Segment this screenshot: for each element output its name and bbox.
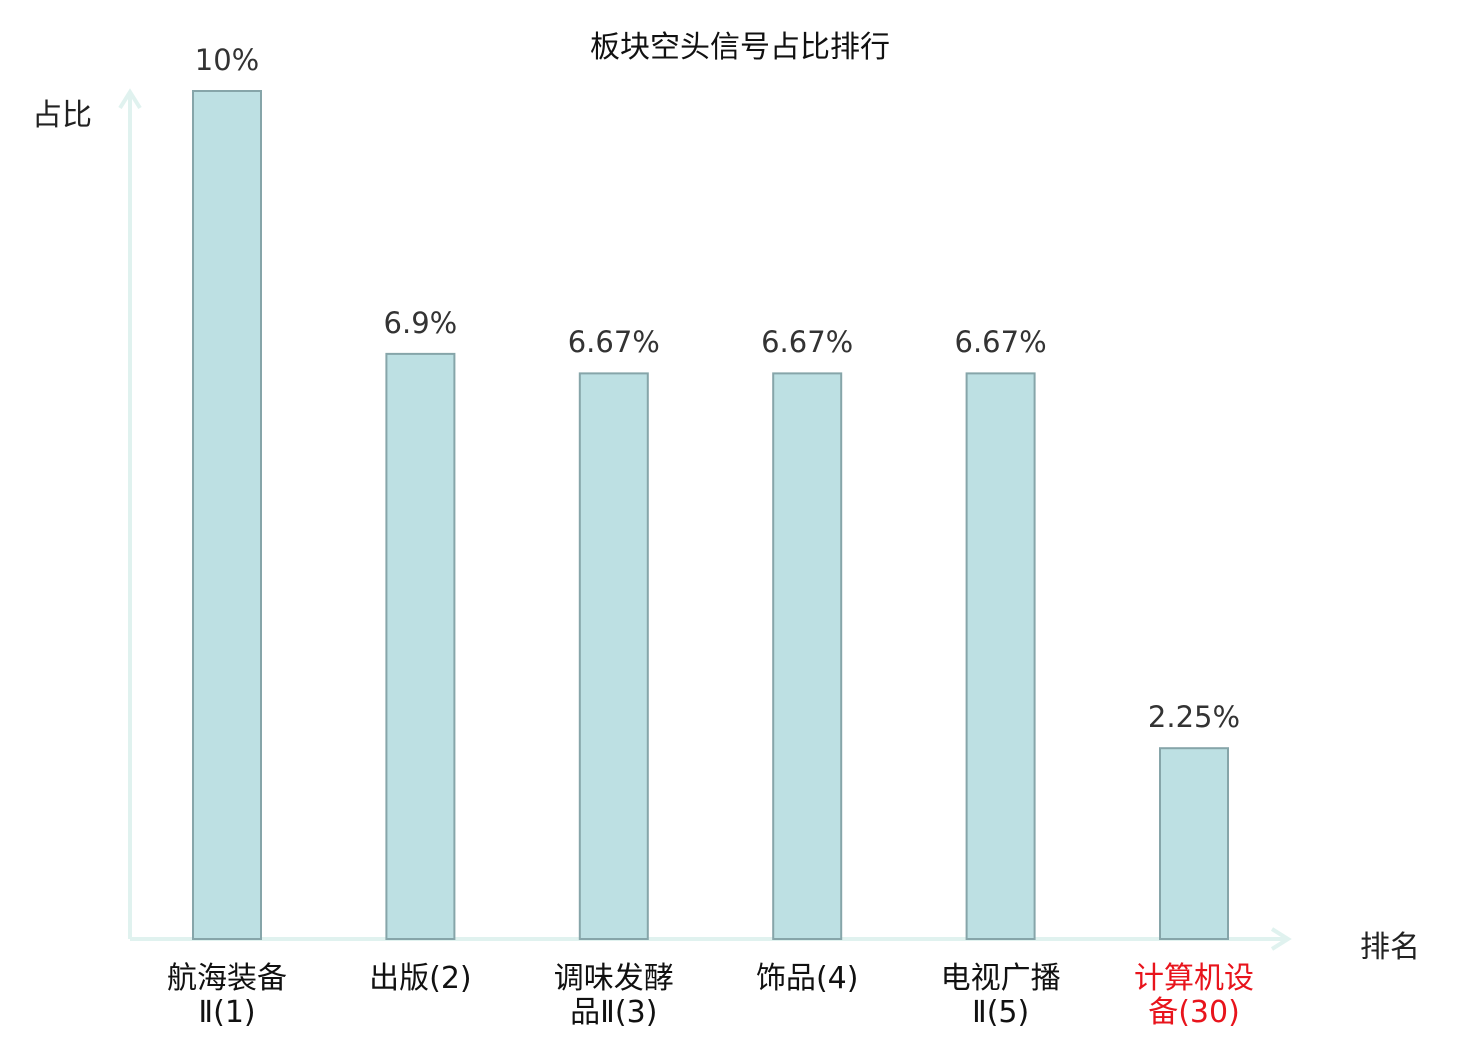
- bar-value-label: 2.25%: [1147, 700, 1241, 735]
- category-name: 调味发酵: [553, 961, 674, 996]
- category-rank: 备(30): [1148, 995, 1240, 1030]
- bar: [772, 372, 843, 941]
- x-tick-label: 航海装备 Ⅱ(1): [137, 962, 317, 1030]
- x-tick-label: 饰品(4): [717, 962, 897, 996]
- category-name: 航海装备: [167, 961, 287, 996]
- x-tick-label: 计算机设 备(30): [1104, 962, 1284, 1030]
- category-rank: Ⅱ(5): [971, 995, 1030, 1030]
- y-axis-arrow: [118, 88, 142, 110]
- category-name: 电视广播: [940, 961, 1061, 996]
- category-rank: (4): [815, 961, 859, 996]
- category-rank: Ⅱ(1): [198, 995, 256, 1030]
- bar-value-label: 6.67%: [761, 325, 854, 360]
- bar: [1159, 747, 1229, 941]
- bar-value-label: 6.9%: [383, 305, 458, 340]
- bar-value-label: 6.67%: [954, 325, 1047, 360]
- y-axis-label: 占比: [32, 98, 92, 133]
- bar-value-label: 6.67%: [567, 325, 660, 360]
- category-name: 计算机设: [1134, 961, 1254, 996]
- category-rank: 品Ⅱ(3): [570, 995, 658, 1030]
- category-rank: (2): [429, 961, 472, 996]
- bar: [385, 352, 456, 940]
- x-tick-label: 调味发酵 品Ⅱ(3): [524, 962, 704, 1030]
- x-axis-label: 排名: [1360, 930, 1420, 965]
- bar: [192, 90, 262, 940]
- bar: [965, 372, 1036, 941]
- x-tick-label: 出版(2): [330, 962, 510, 996]
- bar-value-label: 10%: [194, 43, 260, 77]
- bar: [578, 372, 649, 941]
- x-axis-arrow: [1270, 927, 1292, 951]
- category-name: 出版: [369, 961, 430, 996]
- chart-title: 板块空头信号占比排行: [590, 30, 890, 65]
- category-name: 饰品: [755, 961, 816, 996]
- x-tick-label: 电视广播 Ⅱ(5): [911, 962, 1091, 1030]
